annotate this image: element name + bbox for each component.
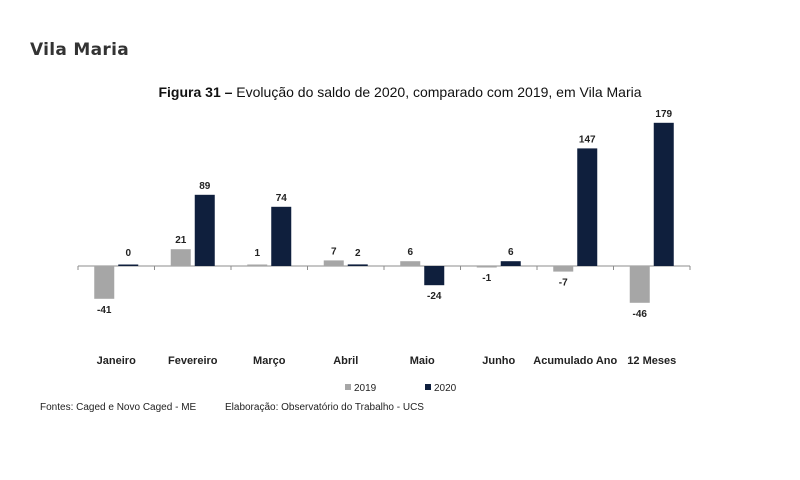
bar-2020-4 <box>424 266 445 286</box>
category-label-4: Maio <box>410 355 435 367</box>
data-label-2020-7: 179 <box>655 109 672 120</box>
data-label-2020-3: 2 <box>355 248 361 259</box>
figure-label: Figura 31 – <box>158 84 233 100</box>
data-label-2020-5: 6 <box>508 247 514 258</box>
data-label-2019-1: 21 <box>175 235 187 246</box>
category-label-0: Janeiro <box>97 355 136 367</box>
category-label-7: 12 Meses <box>627 355 676 367</box>
category-label-2: Março <box>253 355 286 367</box>
legend-label-2020: 2020 <box>434 383 457 394</box>
bar-2019-1 <box>170 249 191 266</box>
bar-2019-5 <box>476 266 497 268</box>
section-title: Vila Maria <box>30 40 129 60</box>
data-label-2019-5: -1 <box>482 273 491 284</box>
bar-2020-5 <box>500 261 521 266</box>
category-label-5: Junho <box>482 355 515 367</box>
bar-2019-0 <box>94 266 115 299</box>
legend-swatch-2019 <box>345 384 351 390</box>
figure-caption: Figura 31 – Evolução do saldo de 2020, c… <box>0 84 800 100</box>
figure-title: Evolução do saldo de 2020, comparado com… <box>236 84 642 100</box>
bar-2020-0 <box>118 264 139 266</box>
data-label-2019-6: -7 <box>559 278 568 289</box>
bar-2019-2 <box>247 264 268 266</box>
data-label-2020-1: 89 <box>199 181 211 192</box>
bar-2020-1 <box>194 194 215 266</box>
data-label-2020-0: 0 <box>125 248 131 259</box>
data-label-2019-7: -46 <box>633 309 648 320</box>
bar-2019-7 <box>629 266 650 303</box>
legend-swatch-2020 <box>425 384 431 390</box>
source-note: Fontes: Caged e Novo Caged - ME <box>40 402 197 413</box>
data-label-2020-2: 74 <box>276 193 288 204</box>
category-label-3: Abril <box>333 355 358 367</box>
data-label-2019-0: -41 <box>97 305 112 316</box>
bar-2020-6 <box>577 148 598 266</box>
bar-2019-6 <box>553 266 574 272</box>
category-label-1: Fevereiro <box>168 355 218 367</box>
data-label-2019-2: 1 <box>254 248 260 259</box>
bar-2020-7 <box>653 122 674 266</box>
data-label-2019-4: 6 <box>407 247 413 258</box>
chart-footer: Fontes: Caged e Novo Caged - ME Elaboraç… <box>40 402 450 413</box>
legend-label-2019: 2019 <box>354 383 377 394</box>
bar-2020-2 <box>271 206 292 266</box>
data-label-2019-3: 7 <box>331 246 337 257</box>
category-label-6: Acumulado Ano <box>533 355 617 367</box>
credit-note: Elaboração: Observatório do Trabalho - U… <box>224 402 424 413</box>
data-label-2020-4: -24 <box>427 291 442 302</box>
bar-2019-3 <box>323 260 344 266</box>
bar-2020-3 <box>347 264 368 266</box>
bar-2019-4 <box>400 261 421 266</box>
data-label-2020-6: 147 <box>579 134 596 145</box>
